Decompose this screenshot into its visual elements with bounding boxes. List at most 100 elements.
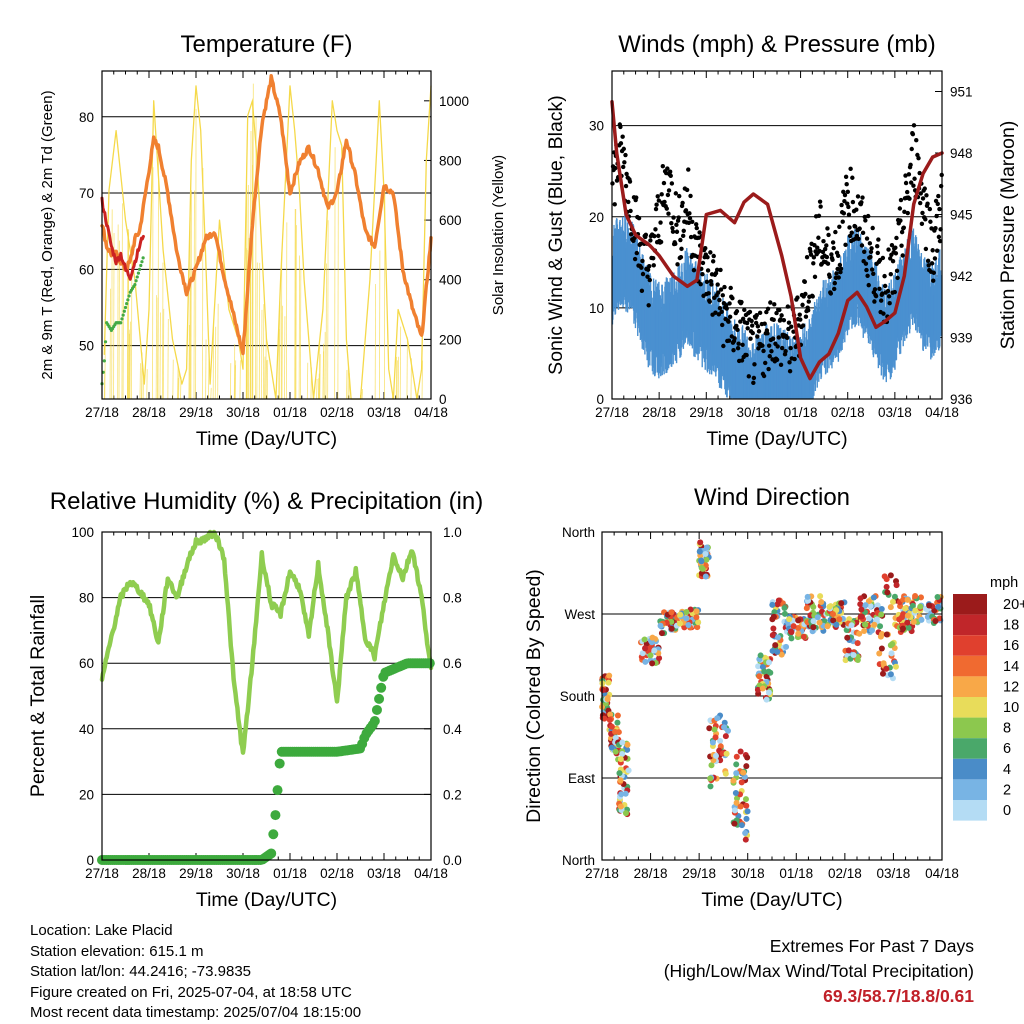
direction-point <box>857 601 864 608</box>
gust-point <box>880 255 886 261</box>
gust-point <box>618 124 623 130</box>
gust-point <box>850 175 855 180</box>
legend-swatch <box>953 635 987 656</box>
gust-point <box>815 245 820 250</box>
gust-point <box>787 368 793 374</box>
y-tick-label: 20 <box>79 787 94 802</box>
gust-point <box>903 180 909 186</box>
direction-point <box>709 739 716 746</box>
gust-point <box>778 317 783 322</box>
gust-point <box>855 194 861 199</box>
gust-point <box>877 286 882 292</box>
direction-point <box>695 619 702 626</box>
direction-point <box>765 668 772 675</box>
direction-point <box>614 719 621 726</box>
y-tick-label: 60 <box>79 262 94 277</box>
gust-point <box>766 343 772 348</box>
direction-point <box>619 739 626 746</box>
gust-point <box>824 243 829 248</box>
direction-point <box>743 815 750 822</box>
gust-point <box>846 204 851 210</box>
gust-point <box>865 273 870 278</box>
gust-point <box>885 288 891 294</box>
y-tick-label: West <box>564 607 595 622</box>
gust-point <box>889 242 895 248</box>
gust-point <box>832 286 837 292</box>
gust-point <box>847 225 852 230</box>
x-tick-label: 27/18 <box>585 866 619 881</box>
x-tick-label: 29/18 <box>689 405 723 420</box>
gust-point <box>923 246 929 252</box>
gust-point <box>825 261 831 266</box>
x-tick-label: 01/18 <box>784 405 818 420</box>
direction-point <box>781 610 788 617</box>
precip-point <box>266 848 277 859</box>
direction-point <box>743 802 750 809</box>
direction-point <box>838 600 845 607</box>
gust-point <box>639 288 645 294</box>
x-axis-label: Time (Day/UTC) <box>196 889 337 911</box>
direction-point <box>766 659 773 666</box>
direction-point <box>856 630 863 637</box>
gust-point <box>674 229 680 234</box>
gust-point <box>887 301 892 306</box>
gust-point <box>621 146 626 152</box>
gust-point <box>645 274 650 279</box>
gust-point <box>886 247 891 252</box>
gust-point <box>669 221 674 226</box>
direction-point <box>774 648 781 655</box>
gust-point <box>847 233 853 239</box>
direction-point <box>896 616 903 623</box>
dewpoint-point <box>136 271 141 275</box>
gust-point <box>890 259 896 264</box>
precip-point <box>424 658 435 669</box>
gust-point <box>622 160 627 165</box>
direction-point <box>857 595 864 602</box>
gust-point <box>916 155 921 161</box>
direction-point <box>737 748 744 755</box>
gust-point <box>902 209 907 215</box>
gust-point <box>732 336 737 341</box>
gust-point <box>893 251 899 256</box>
x-tick-label: 01/18 <box>779 866 813 881</box>
direction-point <box>725 727 732 734</box>
gust-point <box>624 171 629 177</box>
direction-point <box>605 679 612 686</box>
gust-point <box>786 320 792 325</box>
gust-point <box>888 256 893 261</box>
gust-point <box>678 254 684 260</box>
gust-point <box>681 228 686 234</box>
gust-point <box>775 344 780 349</box>
direction-point <box>698 564 705 571</box>
gust-point <box>766 366 771 372</box>
latlon-text: Station lat/lon: 44.2416; -73.9835 <box>30 963 252 980</box>
gust-point <box>751 375 757 381</box>
gust-point <box>856 236 861 241</box>
direction-point <box>818 598 825 605</box>
gust-point <box>643 232 649 238</box>
recent-text: Most recent data timestamp: 2025/07/04 1… <box>30 1004 362 1021</box>
x-tick-label: 28/18 <box>634 866 668 881</box>
gust-point <box>744 320 750 326</box>
direction-point <box>693 614 700 621</box>
direction-point <box>722 770 729 777</box>
gust-point <box>864 267 869 273</box>
y-tick-label: 10 <box>589 301 604 316</box>
direction-point <box>606 717 613 724</box>
legend-title: mph <box>990 575 1018 591</box>
direction-point <box>696 548 703 555</box>
gust-point <box>769 349 774 354</box>
y-tick-label: 100 <box>71 525 94 540</box>
gust-point <box>751 380 756 386</box>
legend-label: 2 <box>1003 782 1011 798</box>
gust-point <box>800 302 805 308</box>
y2-tick-label: 942 <box>950 269 973 284</box>
gust-point <box>869 246 874 251</box>
direction-point <box>762 654 769 661</box>
direction-point <box>887 671 894 678</box>
y-tick-label: South <box>560 689 595 704</box>
gust-point <box>779 345 785 351</box>
gust-point <box>929 261 935 266</box>
gust-point <box>863 218 868 223</box>
gust-point <box>912 176 917 181</box>
